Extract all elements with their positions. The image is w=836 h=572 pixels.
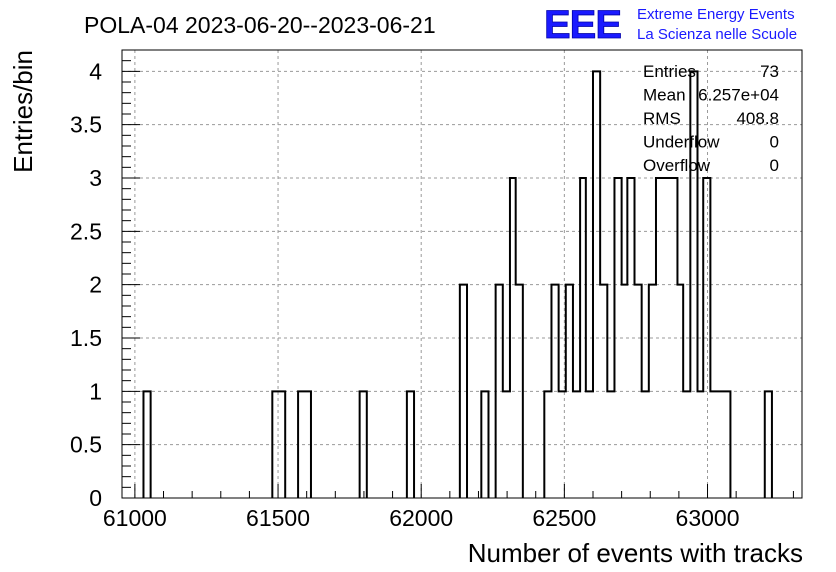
y-tick-label: 1 (89, 378, 102, 404)
x-axis-label: Number of events with tracks (468, 538, 803, 568)
stat-value: 0 (770, 133, 779, 152)
y-tick-label: 2 (89, 272, 102, 298)
histogram-outline (142, 70, 773, 498)
y-tick-label: 1.5 (70, 325, 102, 351)
y-axis-label: Entries/bin (8, 50, 38, 173)
stat-label: Mean (643, 86, 686, 105)
stat-value: 73 (760, 62, 779, 81)
histogram-step-line (142, 70, 773, 498)
stat-label: Entries (643, 62, 696, 81)
y-axis-ticks: 0 0.5 1 1.5 2 2.5 3 3.5 4 (70, 58, 140, 511)
y-tick-label: 0.5 (70, 432, 102, 458)
chart-title: POLA-04 2023-06-20--2023-06-21 (84, 12, 436, 38)
y-tick-label: 4 (89, 58, 102, 84)
grid-lines (122, 50, 802, 499)
plot-frame (121, 49, 803, 499)
x-tick-label: 62000 (389, 505, 453, 531)
stats-box: Entries 73 Mean 6.257e+04 RMS 408.8 Underflow 0… (643, 62, 779, 175)
eee-logo-block: EEE Extreme Energy Events La Scienza nel… (544, 3, 798, 48)
stat-label: RMS (643, 109, 681, 128)
x-tick-label: 62500 (532, 505, 596, 531)
stat-value: 6.257e+04 (698, 86, 779, 105)
y-tick-label: 0 (89, 485, 102, 511)
x-tick-label: 61000 (103, 505, 167, 531)
y-tick-label: 3.5 (70, 112, 102, 138)
eee-logo: EEE (544, 3, 621, 47)
y-tick-label: 2.5 (70, 218, 102, 244)
x-axis-ticks: 61000 61500 62000 62500 63000 (103, 484, 794, 531)
x-tick-label: 63000 (676, 505, 740, 531)
stat-label: Overflow (643, 156, 711, 175)
stat-value: 408.8 (736, 109, 779, 128)
brand-line-1: Extreme Energy Events (637, 6, 795, 23)
stat-label: Underflow (643, 133, 720, 152)
histogram-bin (710, 391, 730, 498)
y-tick-label: 3 (89, 165, 102, 191)
x-tick-label: 61500 (246, 505, 310, 531)
stat-value: 0 (770, 156, 779, 175)
brand-line-2: La Scienza nelle Scuole (637, 26, 797, 43)
